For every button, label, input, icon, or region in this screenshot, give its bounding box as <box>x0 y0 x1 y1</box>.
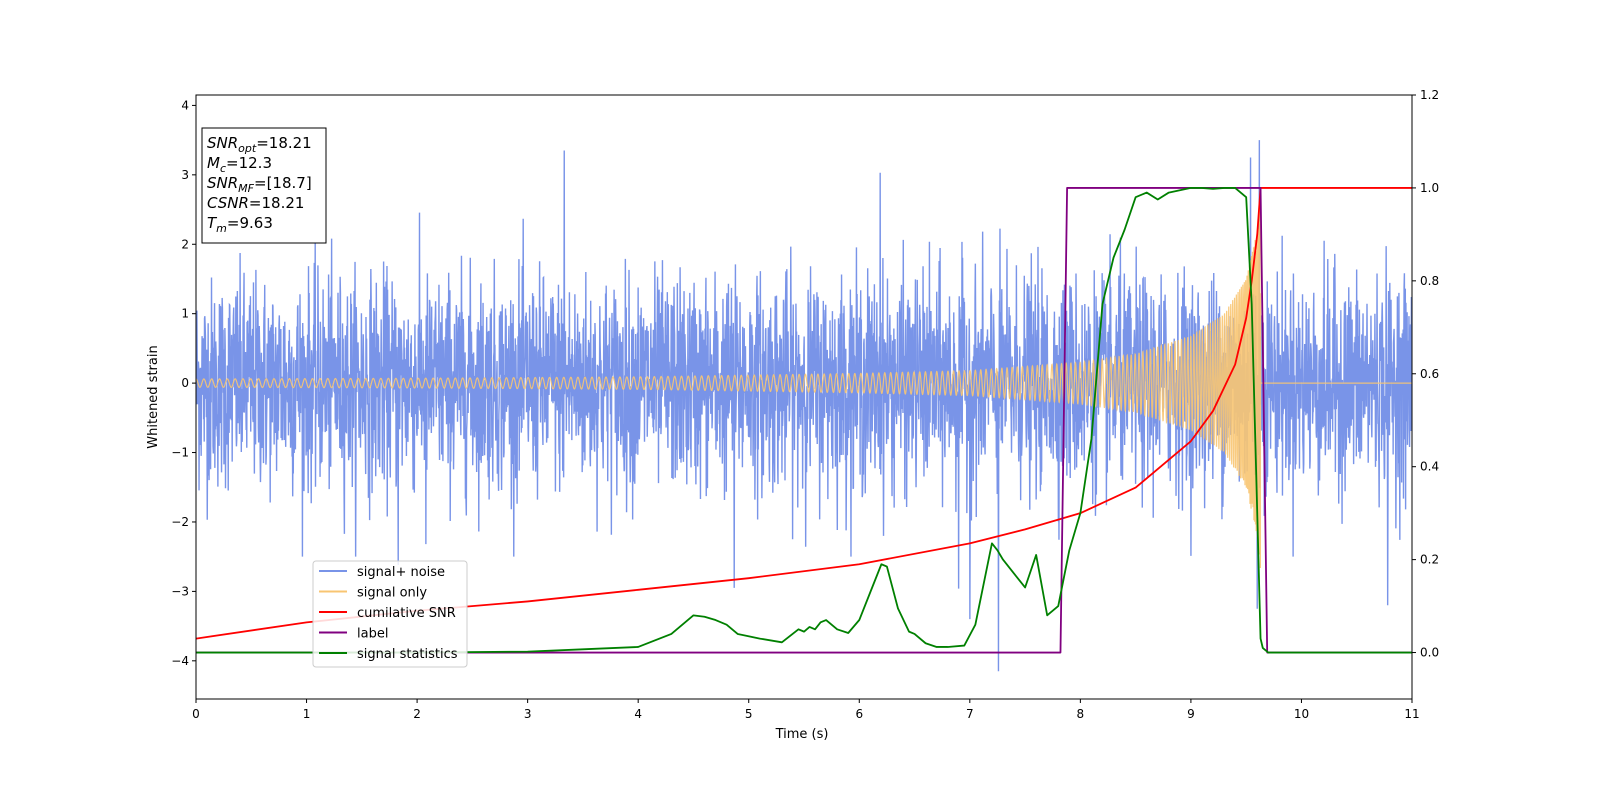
legend-entry: signal statistics <box>357 647 458 662</box>
x-tick-label: 0 <box>192 707 200 721</box>
series-signal-noise <box>196 140 1412 672</box>
y-left-tick-label: −1 <box>171 446 189 460</box>
annotation-symbol: SNR <box>207 134 238 152</box>
annotation-value: =18.21 <box>249 194 305 212</box>
x-tick-label: 1 <box>303 707 311 721</box>
annotation-subscript: m <box>216 222 227 235</box>
legend-entry: cumilative SNR <box>357 606 456 621</box>
annotation-line: Mc=12.3 <box>207 154 272 175</box>
annotation-box: SNRopt=18.21Mc=12.3SNRMF=[18.7]CSNR=18.2… <box>201 127 327 244</box>
annotation-value: =18.21 <box>256 134 312 152</box>
legend-entry: label <box>357 627 388 642</box>
annotation-line: SNRopt=18.21 <box>207 134 312 155</box>
y-left-tick-label: 2 <box>181 237 189 251</box>
x-axis-label: Time (s) <box>775 727 829 742</box>
legend-entry: signal only <box>357 586 427 601</box>
annotation-symbol: SNR <box>207 174 238 192</box>
annotation-subscript: c <box>220 162 226 175</box>
legend: signal+ noise signal only cumilative SNR la… <box>312 560 468 668</box>
axes-frame <box>195 94 1413 700</box>
x-tick-label: 10 <box>1294 707 1309 721</box>
signal-only-line <box>196 207 1412 568</box>
x-tick-label: 4 <box>634 707 642 721</box>
y-right-tick-label: 0.0 <box>1420 646 1439 660</box>
y-right-tick-label: 1.0 <box>1420 181 1439 195</box>
y-left-tick-label: −2 <box>171 515 189 529</box>
series-lines <box>196 187 1412 654</box>
x-tick-label: 5 <box>745 707 753 721</box>
y-left-tick-label: −3 <box>171 584 189 598</box>
annotation-line: Tm=9.63 <box>207 214 273 235</box>
cumulative-snr-line <box>196 187 1412 640</box>
legend-frame <box>312 560 468 668</box>
y-right-tick-label: 0.6 <box>1420 367 1439 381</box>
y-right-tick-label: 0.8 <box>1420 274 1439 288</box>
annotation-subscript: opt <box>238 142 257 155</box>
y-axis-label: Whitened strain <box>146 345 161 448</box>
y-left-tick-label: 4 <box>181 98 189 112</box>
annotation-subscript: MF <box>238 182 254 195</box>
annotation-frame <box>201 127 327 244</box>
x-tick-label: 2 <box>413 707 421 721</box>
x-tick-label: 9 <box>1187 707 1195 721</box>
y-right-tick-label: 0.4 <box>1420 460 1439 474</box>
x-tick-label: 8 <box>1077 707 1085 721</box>
annotation-line: CSNR=18.21 <box>207 194 304 212</box>
y-right-tick-label: 1.2 <box>1420 88 1439 102</box>
x-tick-label: 3 <box>524 707 532 721</box>
y-axis-left: −4 −3 −2 −1 0 1 2 3 4 <box>171 98 196 668</box>
signal-noise-line <box>196 140 1412 672</box>
annotation-symbol: T <box>207 214 218 232</box>
y-left-tick-label: 1 <box>181 307 189 321</box>
annotation-line: SNRMF=[18.7] <box>207 174 312 195</box>
annotation-symbol: CSNR <box>207 194 249 212</box>
legend-entry: signal+ noise <box>357 565 445 580</box>
x-axis: 0 1 2 3 4 5 6 7 8 9 10 11 <box>192 699 1420 721</box>
y-left-tick-label: 0 <box>181 376 189 390</box>
annotation-value: =[18.7] <box>254 174 312 192</box>
series-signal-only <box>196 207 1412 568</box>
y-left-tick-label: 3 <box>181 168 189 182</box>
y-axis-right: 0.0 0.2 0.4 0.6 0.8 1.0 1.2 <box>1412 88 1439 660</box>
x-tick-label: 6 <box>855 707 863 721</box>
y-right-tick-label: 0.2 <box>1420 553 1439 567</box>
annotation-symbol: M <box>207 154 220 172</box>
y-left-tick-label: −4 <box>171 654 189 668</box>
signal-statistics-line <box>196 187 1412 654</box>
annotation-value: =9.63 <box>227 214 273 232</box>
x-tick-label: 7 <box>966 707 974 721</box>
x-tick-label: 11 <box>1404 707 1419 721</box>
plot-area <box>196 140 1412 672</box>
annotation-value: =12.3 <box>226 154 272 172</box>
